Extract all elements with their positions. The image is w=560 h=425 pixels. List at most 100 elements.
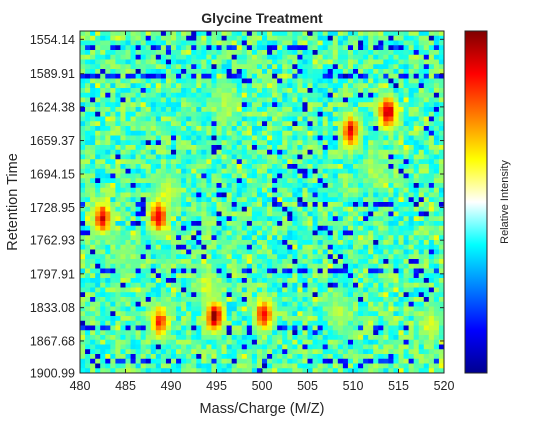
heatmap-cell (191, 59, 197, 65)
heatmap-cell (262, 335, 268, 341)
heatmap-cell (211, 92, 217, 98)
heatmap-cell (201, 154, 207, 160)
heatmap-cell (186, 254, 192, 260)
heatmap-cell (196, 325, 202, 331)
heatmap-cell (418, 111, 425, 117)
heatmap-cell (393, 278, 399, 284)
heatmap-cell (95, 31, 101, 37)
heatmap-cell (85, 135, 91, 141)
heatmap-cell (201, 230, 207, 236)
heatmap-cell (342, 354, 349, 360)
heatmap-cell (145, 50, 152, 56)
heatmap-cell (85, 69, 91, 75)
heatmap-cell (307, 183, 313, 189)
heatmap-cell (105, 206, 111, 212)
heatmap-cell (130, 354, 136, 360)
heatmap-cell (110, 297, 116, 303)
heatmap-cell (322, 187, 329, 193)
heatmap-cell (272, 330, 278, 336)
heatmap-cell (358, 259, 364, 265)
heatmap-cell (150, 225, 157, 231)
heatmap-cell (246, 69, 253, 75)
heatmap-cell (145, 168, 152, 174)
heatmap-cell (90, 259, 96, 265)
heatmap-cell (373, 145, 379, 151)
heatmap-cell (95, 259, 101, 265)
heatmap-cell (423, 183, 430, 189)
heatmap-cell (80, 31, 86, 37)
heatmap-cell (251, 325, 258, 331)
heatmap-cell (120, 149, 126, 155)
heatmap-cell (353, 126, 359, 132)
heatmap-cell (337, 244, 344, 250)
heatmap-cell (358, 330, 364, 336)
heatmap-cell (241, 311, 248, 317)
heatmap-cell (337, 140, 344, 146)
heatmap-cell (277, 121, 283, 127)
heatmap-cell (90, 278, 96, 284)
heatmap-cell (403, 330, 409, 336)
heatmap-cell (297, 135, 303, 141)
heatmap-cell (373, 254, 379, 260)
heatmap-cell (408, 45, 415, 51)
heatmap-cell (428, 292, 435, 298)
heatmap-cell (211, 202, 217, 208)
heatmap-cell (125, 216, 131, 222)
heatmap-cell (226, 211, 233, 217)
heatmap-cell (262, 225, 268, 231)
heatmap-cell (277, 40, 283, 46)
heatmap-cell (90, 154, 96, 160)
heatmap-cell (287, 50, 293, 56)
heatmap-cell (363, 330, 369, 336)
heatmap-cell (388, 78, 394, 84)
heatmap-cell (120, 273, 126, 279)
heatmap-cell (251, 50, 258, 56)
heatmap-cell (160, 197, 167, 203)
heatmap-cell (256, 164, 263, 170)
heatmap-cell (150, 54, 157, 60)
heatmap-cell (363, 278, 369, 284)
heatmap-cell (282, 159, 288, 165)
heatmap-cell (160, 111, 167, 117)
heatmap-cell (307, 221, 313, 227)
heatmap-cell (160, 320, 167, 326)
heatmap-cell (211, 130, 217, 136)
heatmap-cell (241, 31, 248, 37)
heatmap-cell (302, 45, 308, 51)
heatmap-cell (408, 83, 415, 89)
heatmap-cell (186, 102, 192, 108)
heatmap-cell (100, 344, 106, 350)
heatmap-cell (196, 344, 202, 350)
heatmap-cell (438, 216, 445, 222)
heatmap-cell (302, 97, 308, 103)
heatmap-cell (287, 301, 293, 307)
heatmap-cell (155, 287, 162, 293)
heatmap-cell (307, 35, 313, 41)
heatmap-cell (135, 282, 142, 288)
heatmap-cell (120, 216, 126, 222)
heatmap-cell (428, 235, 435, 241)
heatmap-cell (236, 164, 243, 170)
heatmap-cell (287, 202, 293, 208)
heatmap-cell (418, 173, 425, 179)
heatmap-cell (85, 121, 91, 127)
heatmap-cell (206, 358, 212, 364)
heatmap-cell (150, 149, 157, 155)
heatmap-cell (165, 173, 172, 179)
heatmap-cell (120, 69, 126, 75)
heatmap-cell (115, 31, 121, 37)
heatmap-cell (428, 50, 435, 56)
heatmap-cell (327, 159, 334, 165)
heatmap-cell (125, 111, 131, 117)
heatmap-cell (353, 159, 359, 165)
heatmap-cell (231, 268, 238, 274)
heatmap-cell (423, 235, 430, 241)
heatmap-cell (342, 145, 349, 151)
heatmap-cell (398, 344, 404, 350)
heatmap-cell (322, 263, 329, 269)
heatmap-cell (317, 111, 324, 117)
heatmap-cell (201, 259, 207, 265)
heatmap-cell (231, 263, 238, 269)
heatmap-cell (221, 197, 227, 203)
heatmap-cell (160, 168, 167, 174)
